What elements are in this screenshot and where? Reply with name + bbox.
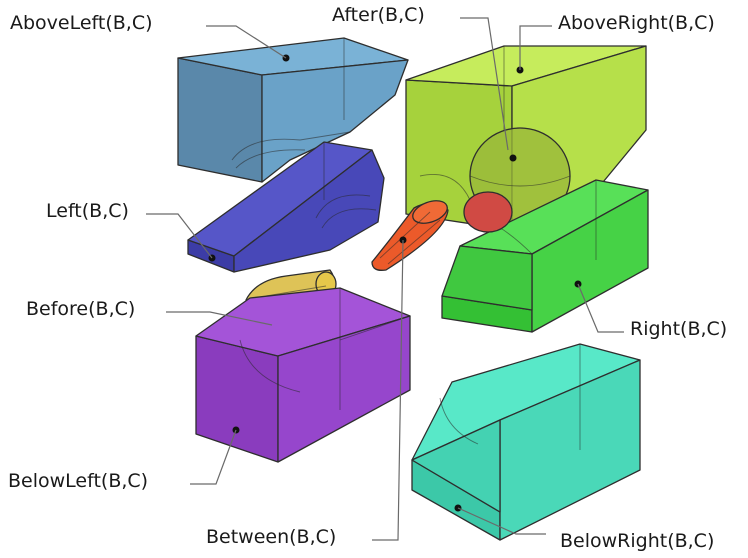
label-left: Left(B,C) [46,200,129,222]
label-between: Between(B,C) [206,526,337,548]
before-leader [166,311,273,326]
reference-cone [371,200,449,271]
label-above-right: AboveRight(B,C) [558,12,715,34]
left-block [187,141,385,273]
label-before: Before(B,C) [26,298,136,320]
reference-object-b [463,191,513,233]
right-leader [577,283,624,333]
label-below-left: BelowLeft(B,C) [8,470,149,492]
right-block [441,179,649,333]
below-left-leader [190,429,237,485]
left-leader [146,213,213,259]
label-after: After(B,C) [332,4,425,26]
between-leader [372,239,404,541]
below-right-leader [457,507,546,535]
above-left-leader [206,25,287,59]
after-marker [509,154,517,162]
below-left-block [195,287,411,463]
label-right: Right(B,C) [630,318,728,340]
below-right-block [411,343,641,541]
label-above-left: AboveLeft(B,C) [10,12,153,34]
above-left-block [177,37,409,183]
label-below-right: BelowRight(B,C) [560,530,715,552]
after-leader [460,17,509,151]
above-right-leader [519,25,552,70]
